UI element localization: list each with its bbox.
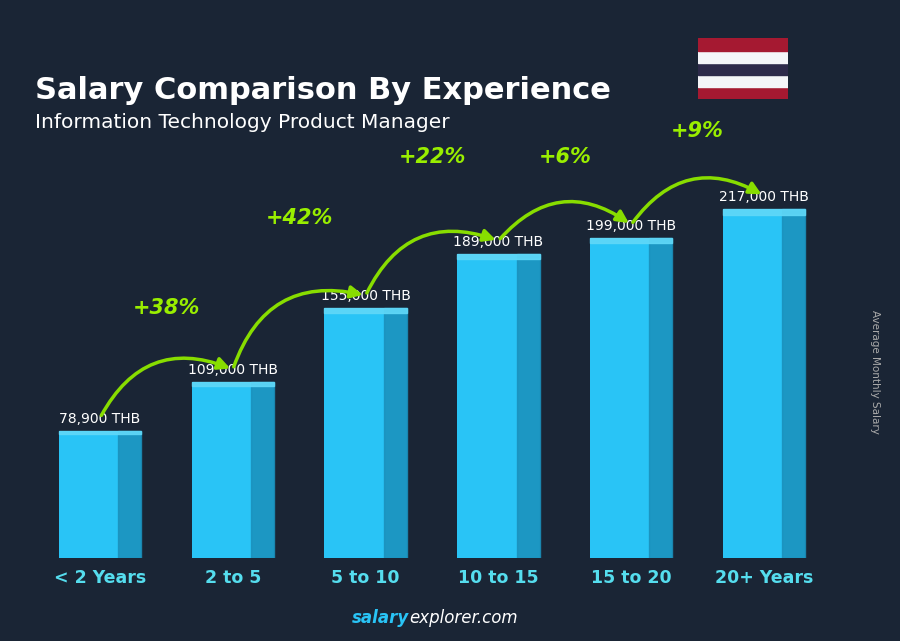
- Text: Average Monthly Salary: Average Monthly Salary: [869, 310, 880, 434]
- Text: 217,000 THB: 217,000 THB: [719, 190, 809, 204]
- Bar: [782, 208, 806, 558]
- Bar: [58, 431, 141, 558]
- Text: 189,000 THB: 189,000 THB: [454, 235, 544, 249]
- Text: 78,900 THB: 78,900 THB: [59, 412, 140, 426]
- Text: explorer.com: explorer.com: [410, 609, 518, 627]
- Bar: [457, 254, 540, 259]
- Text: 155,000 THB: 155,000 THB: [320, 290, 410, 303]
- Text: +6%: +6%: [538, 147, 591, 167]
- Bar: [698, 38, 788, 51]
- Bar: [383, 308, 407, 558]
- Bar: [590, 238, 672, 244]
- Bar: [324, 308, 407, 558]
- Bar: [698, 63, 788, 75]
- Bar: [723, 208, 806, 558]
- Bar: [698, 87, 788, 99]
- Bar: [251, 382, 274, 558]
- Bar: [517, 254, 540, 558]
- Bar: [723, 208, 806, 215]
- Bar: [192, 382, 274, 385]
- Bar: [118, 431, 141, 558]
- Text: Salary Comparison By Experience: Salary Comparison By Experience: [35, 76, 611, 104]
- Text: +9%: +9%: [671, 121, 724, 142]
- Bar: [698, 51, 788, 63]
- Bar: [324, 308, 407, 313]
- Bar: [192, 382, 274, 558]
- Text: +42%: +42%: [266, 208, 333, 228]
- Bar: [698, 75, 788, 87]
- Bar: [649, 238, 672, 558]
- Text: +38%: +38%: [132, 298, 200, 319]
- Bar: [590, 238, 672, 558]
- Text: Information Technology Product Manager: Information Technology Product Manager: [35, 113, 450, 131]
- Text: 199,000 THB: 199,000 THB: [586, 219, 676, 233]
- Text: 109,000 THB: 109,000 THB: [188, 363, 278, 378]
- Text: salary: salary: [352, 609, 410, 627]
- Text: +22%: +22%: [399, 147, 465, 167]
- Bar: [457, 254, 540, 558]
- Bar: [58, 431, 141, 434]
